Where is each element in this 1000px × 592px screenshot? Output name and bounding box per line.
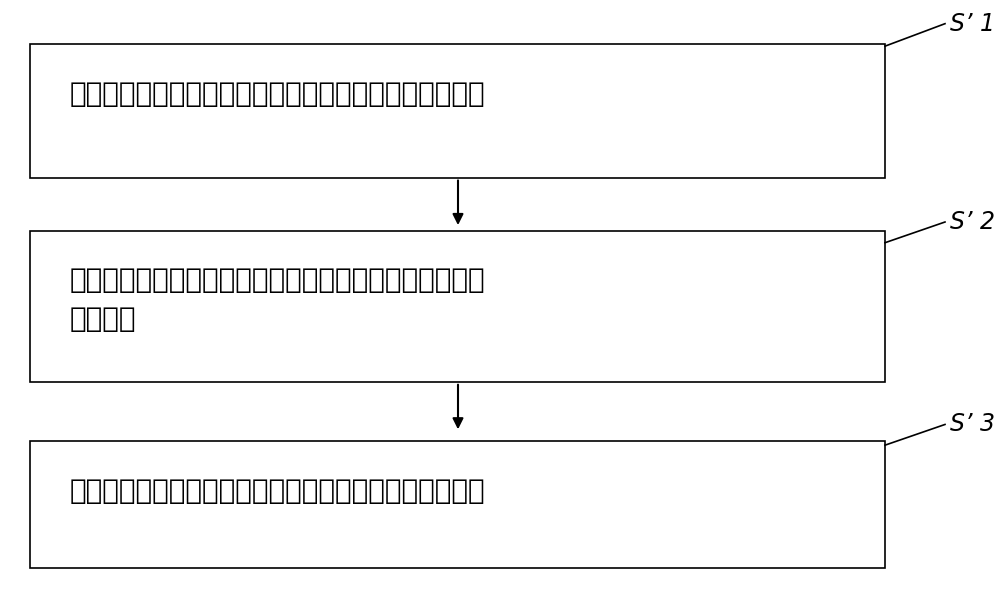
Text: S’ 2: S’ 2	[950, 210, 995, 234]
Bar	[30, 231, 885, 382]
Text: 根据最接近的参考温度和最接近的参考内阻值确定健康度: 根据最接近的参考温度和最接近的参考内阻值确定健康度	[70, 477, 486, 504]
Text: S’ 1: S’ 1	[950, 12, 995, 36]
Text: S’ 3: S’ 3	[950, 413, 995, 436]
Bar	[30, 44, 885, 178]
Bar	[30, 441, 885, 568]
Text: 获取在线动力电池包中的在线动力电池的内阻值和温度值: 获取在线动力电池包中的在线动力电池的内阻值和温度值	[70, 80, 486, 108]
Text: 确定与温度值最接近的参考温度值和与内阻值最接近的参
考内阻值: 确定与温度值最接近的参考温度值和与内阻值最接近的参 考内阻值	[70, 266, 486, 333]
